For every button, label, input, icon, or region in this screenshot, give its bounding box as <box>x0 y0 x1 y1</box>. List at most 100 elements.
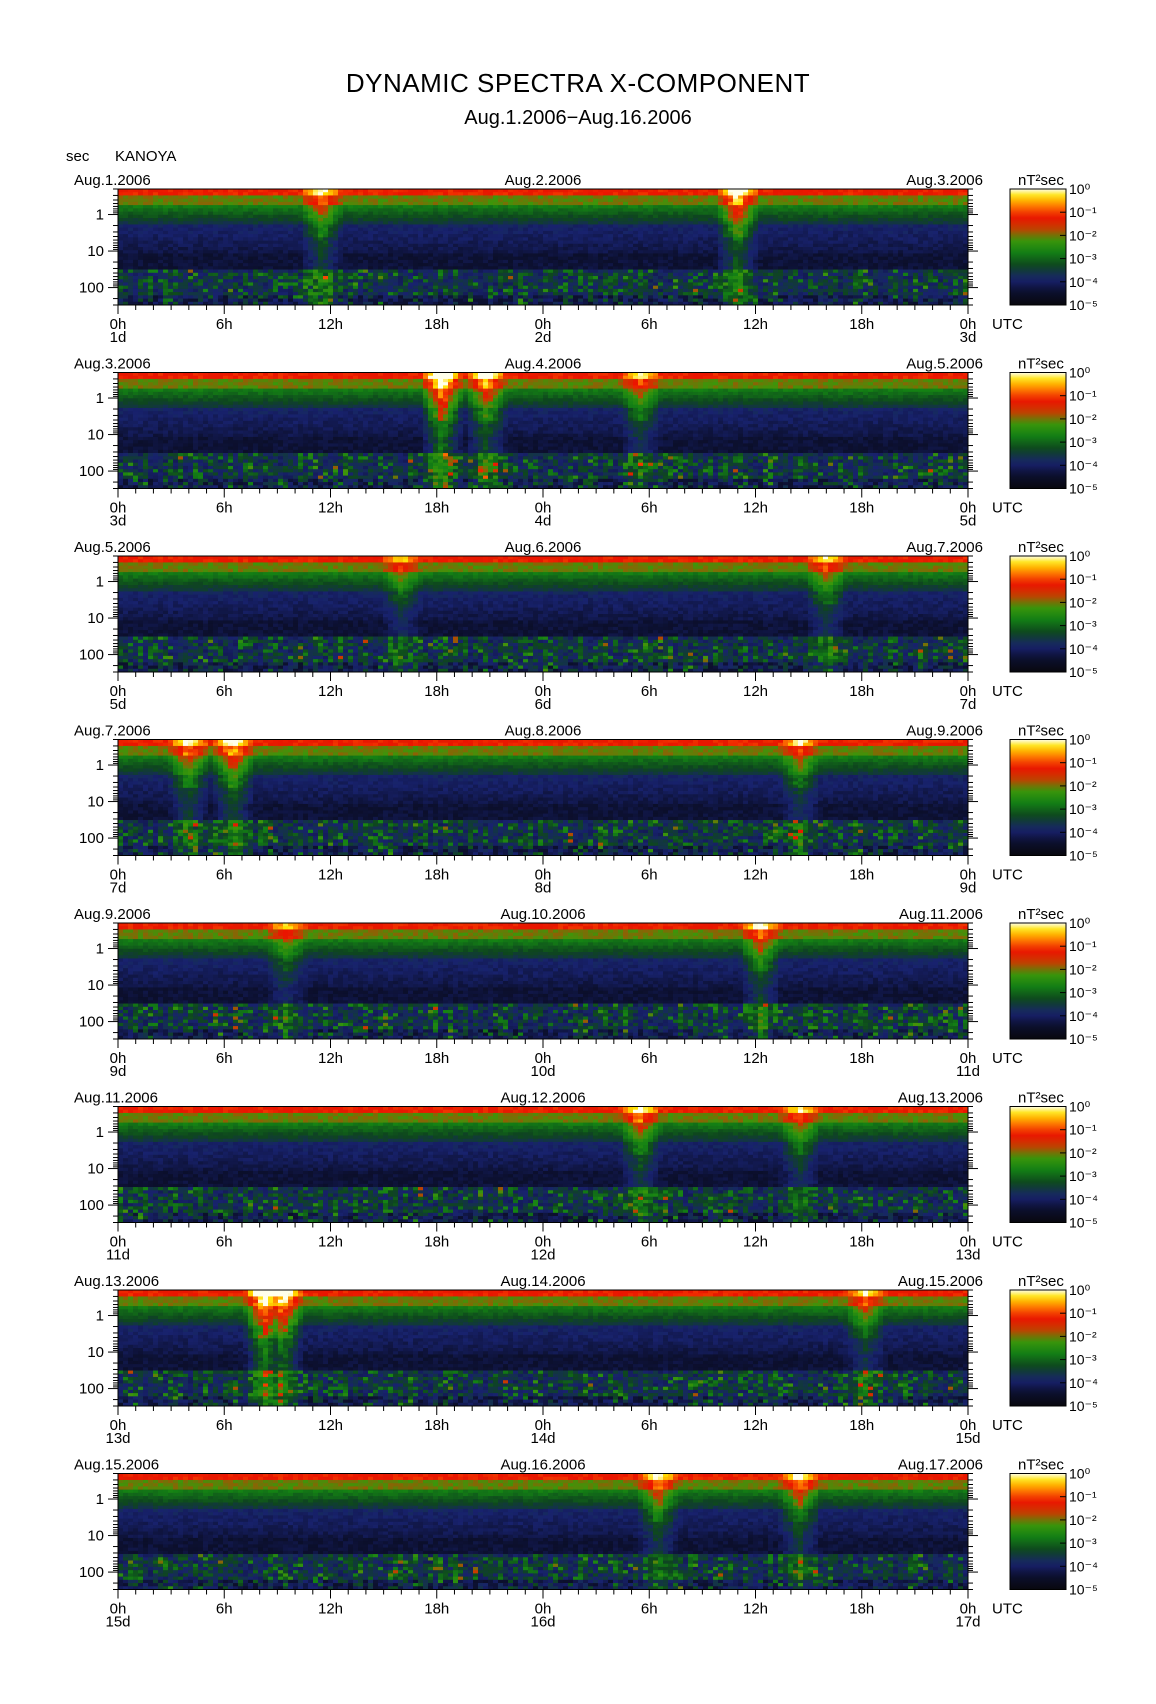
figure-title: DYNAMIC SPECTRA X-COMPONENT <box>0 68 1156 99</box>
x-tick-label: 12h <box>318 316 343 333</box>
x-tick-label: 0h <box>535 683 552 700</box>
panel-start-date: Aug.3.2006 <box>74 356 151 373</box>
day-label: 5d <box>960 513 977 530</box>
y-tick-label: 100 <box>79 830 104 847</box>
colorbar-tick-label: 10⁻⁵ <box>1069 1582 1098 1598</box>
y-tick-label: 100 <box>79 463 104 480</box>
day-label: 5d <box>110 696 127 713</box>
colorbar: nT²sec 10⁰ 10⁻¹ 10⁻² 10⁻³ 10⁻⁴ 10⁻⁵ <box>1009 906 1098 1047</box>
x-tick-label: 0h <box>110 500 127 517</box>
x-tick-label: 0h <box>535 867 552 884</box>
colorbar-tick-label: 10⁻² <box>1069 411 1097 427</box>
colorbar-tick-label: 10⁻⁴ <box>1069 1191 1098 1207</box>
colorbar-tick-label: 10⁻³ <box>1069 1535 1097 1551</box>
x-tick-label: 0h <box>110 867 127 884</box>
panel-start-date: Aug.7.2006 <box>74 723 151 740</box>
colorbar: nT²sec 10⁰ 10⁻¹ 10⁻² 10⁻³ 10⁻⁴ 10⁻⁵ <box>1009 723 1098 864</box>
x-tick-label: 6h <box>216 1234 233 1251</box>
x-tick-label: 0h <box>960 683 977 700</box>
x-tick-label: 12h <box>318 1417 343 1434</box>
x-tick-label: 18h <box>424 1050 449 1067</box>
x-tick-label: 0h <box>960 500 977 517</box>
panel-mid-date: Aug.2.2006 <box>505 172 582 189</box>
colorbar-unit: nT²sec <box>1018 906 1064 923</box>
panel-mid-date: Aug.16.2006 <box>500 1457 585 1474</box>
y-tick-label: 10 <box>87 243 104 260</box>
colorbar-tick-label: 10⁰ <box>1069 181 1091 197</box>
colorbar-unit: nT²sec <box>1018 723 1064 740</box>
colorbar: nT²sec 10⁰ 10⁻¹ 10⁻² 10⁻³ 10⁻⁴ 10⁻⁵ <box>1009 1273 1098 1414</box>
colorbar-tick-label: 10⁻² <box>1069 227 1097 243</box>
y-tick-label: 10 <box>87 610 104 627</box>
colorbar-gradient <box>1009 555 1067 673</box>
colorbar-tick-label: 10⁻¹ <box>1069 1122 1097 1138</box>
x-tick-label: 6h <box>641 316 658 333</box>
x-tick-label: 6h <box>641 683 658 700</box>
x-tick-label: 0h <box>535 1601 552 1618</box>
panel-start-date: Aug.1.2006 <box>74 172 151 189</box>
y-tick-label: 10 <box>87 977 104 994</box>
figure-subtitle: Aug.1.2006−Aug.16.2006 <box>0 107 1156 130</box>
colorbar-tick-label: 10⁻⁵ <box>1069 481 1098 497</box>
spectrogram-panel: Aug.9.2006 Aug.10.2006 Aug.11.2006 1 10 100 0h… <box>74 906 1098 1080</box>
colorbar: nT²sec 10⁰ 10⁻¹ 10⁻² 10⁻³ 10⁻⁴ 10⁻⁵ <box>1009 539 1098 680</box>
panel-mid-date: Aug.10.2006 <box>500 906 585 923</box>
x-tick-label: 6h <box>641 1050 658 1067</box>
colorbar-gradient <box>1009 1289 1067 1407</box>
spectrogram-panel: Aug.3.2006 Aug.4.2006 Aug.5.2006 1 10 100 0h 6h… <box>74 356 1098 530</box>
colorbar-tick-label: 10⁻³ <box>1069 434 1097 450</box>
x-tick-label: 18h <box>424 500 449 517</box>
colorbar-tick-label: 10⁰ <box>1069 732 1091 748</box>
colorbar-tick-label: 10⁻⁴ <box>1069 641 1098 657</box>
x-tick-label: 6h <box>641 1601 658 1618</box>
x-tick-label: 0h <box>960 1601 977 1618</box>
station-name: KANOYA <box>115 148 176 165</box>
x-tick-label: 12h <box>743 867 768 884</box>
colorbar-tick-label: 10⁻¹ <box>1069 388 1097 404</box>
spectrogram-panel: Aug.13.2006 Aug.14.2006 Aug.15.2006 1 10 100 0… <box>74 1273 1098 1447</box>
x-tick-label: 12h <box>743 316 768 333</box>
colorbar-tick-label: 10⁰ <box>1069 915 1091 931</box>
x-tick-label: 0h <box>110 1050 127 1067</box>
day-label: 17d <box>955 1614 980 1631</box>
panel-end-date: Aug.9.2006 <box>906 723 983 740</box>
x-axis-unit: UTC <box>992 1601 1023 1618</box>
colorbar-tick-label: 10⁻¹ <box>1069 571 1097 587</box>
x-tick-label: 6h <box>216 683 233 700</box>
x-tick-label: 0h <box>960 1417 977 1434</box>
day-label: 13d <box>105 1430 130 1447</box>
colorbar-tick-label: 10⁻¹ <box>1069 755 1097 771</box>
y-tick-label: 10 <box>87 1161 104 1178</box>
x-tick-label: 12h <box>318 683 343 700</box>
day-label: 3d <box>960 329 977 346</box>
x-tick-label: 0h <box>535 1234 552 1251</box>
x-tick-label: 6h <box>216 500 233 517</box>
colorbar-unit: nT²sec <box>1018 1090 1064 1107</box>
y-tick-label: 100 <box>79 1014 104 1031</box>
colorbar-tick-label: 10⁻² <box>1069 778 1097 794</box>
panel-end-date: Aug.5.2006 <box>906 356 983 373</box>
y-tick-label: 1 <box>96 1124 104 1141</box>
panel-end-date: Aug.11.2006 <box>899 906 983 923</box>
colorbar: nT²sec 10⁰ 10⁻¹ 10⁻² 10⁻³ 10⁻⁴ 10⁻⁵ <box>1009 1457 1098 1598</box>
colorbar-tick-label: 10⁰ <box>1069 1466 1091 1482</box>
x-tick-label: 0h <box>110 683 127 700</box>
day-label: 14d <box>530 1430 555 1447</box>
y-tick-label: 100 <box>79 1197 104 1214</box>
x-tick-label: 0h <box>960 1050 977 1067</box>
x-tick-label: 18h <box>424 867 449 884</box>
x-tick-label: 6h <box>216 867 233 884</box>
colorbar-tick-label: 10⁻⁵ <box>1069 848 1098 864</box>
colorbar-tick-label: 10⁻² <box>1069 1328 1097 1344</box>
panel-end-date: Aug.17.2006 <box>898 1457 983 1474</box>
colorbar-tick-label: 10⁻² <box>1069 1145 1097 1161</box>
x-tick-label: 6h <box>216 1417 233 1434</box>
colorbar-tick-label: 10⁻⁵ <box>1069 297 1098 313</box>
colorbar-unit: nT²sec <box>1018 172 1064 189</box>
panel-mid-date: Aug.4.2006 <box>505 356 582 373</box>
day-label: 8d <box>535 880 552 897</box>
x-tick-label: 6h <box>216 1601 233 1618</box>
x-tick-label: 6h <box>641 500 658 517</box>
x-tick-label: 18h <box>849 500 874 517</box>
